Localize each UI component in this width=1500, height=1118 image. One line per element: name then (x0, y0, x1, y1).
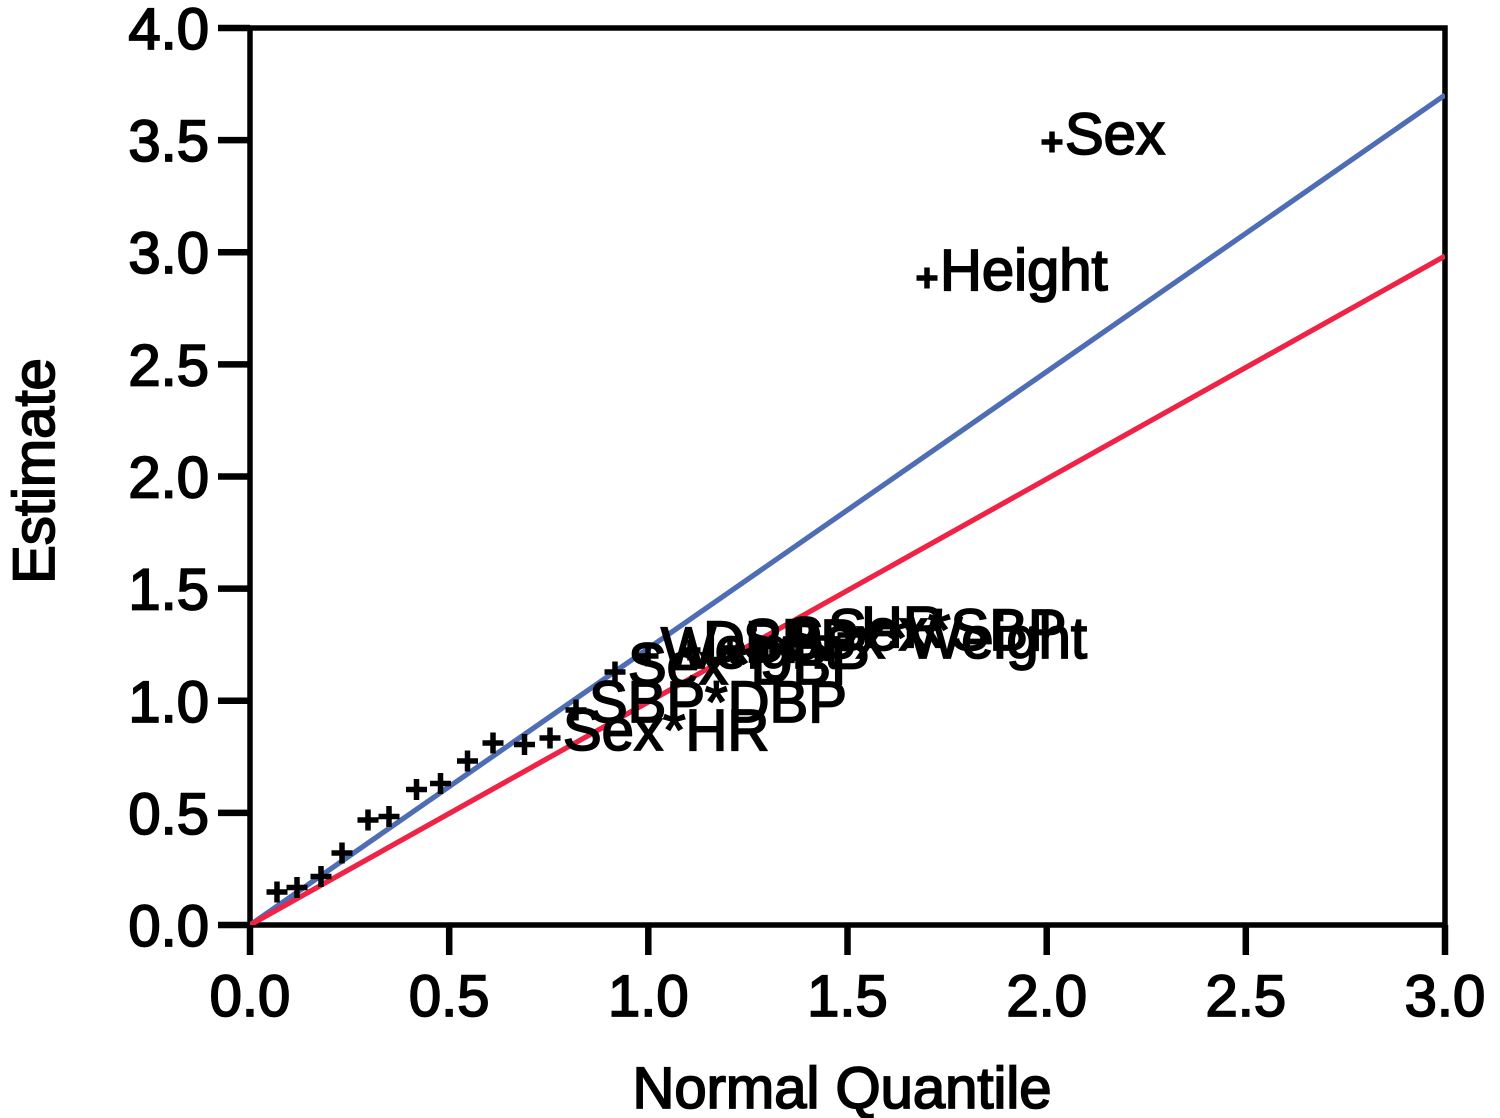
svg-text:Weight: Weight (661, 616, 840, 681)
svg-text:1.0: 1.0 (608, 964, 689, 1029)
svg-text:1.5: 1.5 (128, 558, 209, 623)
svg-text:Height: Height (940, 238, 1108, 303)
svg-text:Sex*SBP: Sex*SBP (828, 598, 1067, 663)
svg-text:3.0: 3.0 (128, 221, 209, 286)
svg-text:Sex*HR: Sex*HR (563, 698, 769, 763)
svg-text:2.5: 2.5 (128, 333, 209, 398)
svg-text:SBP*DBP: SBP*DBP (589, 670, 847, 735)
svg-text:HR: HR (861, 595, 945, 660)
svg-text:0.5: 0.5 (409, 964, 490, 1029)
svg-text:Sex: Sex (1065, 102, 1165, 167)
svg-text:0.0: 0.0 (210, 964, 291, 1029)
svg-text:0.0: 0.0 (128, 894, 209, 959)
svg-text:2.0: 2.0 (128, 446, 209, 511)
svg-text:0.5: 0.5 (128, 782, 209, 847)
svg-text:2.5: 2.5 (1205, 964, 1286, 1029)
svg-text:Sex*DBP: Sex*DBP (628, 632, 870, 697)
svg-text:3.0: 3.0 (1405, 964, 1486, 1029)
svg-text:4.0: 4.0 (128, 0, 209, 62)
svg-text:1.0: 1.0 (128, 670, 209, 735)
svg-text:SBP: SBP (743, 608, 859, 673)
svg-text:Sex*Weight: Sex*Weight (785, 606, 1087, 671)
svg-text:DBP: DBP (703, 610, 822, 675)
svg-text:1.5: 1.5 (807, 964, 888, 1029)
svg-text:Estimate: Estimate (2, 358, 67, 584)
svg-text:Normal Quantile: Normal Quantile (632, 1056, 1051, 1118)
svg-text:3.5: 3.5 (128, 109, 209, 174)
svg-text:2.0: 2.0 (1006, 964, 1087, 1029)
